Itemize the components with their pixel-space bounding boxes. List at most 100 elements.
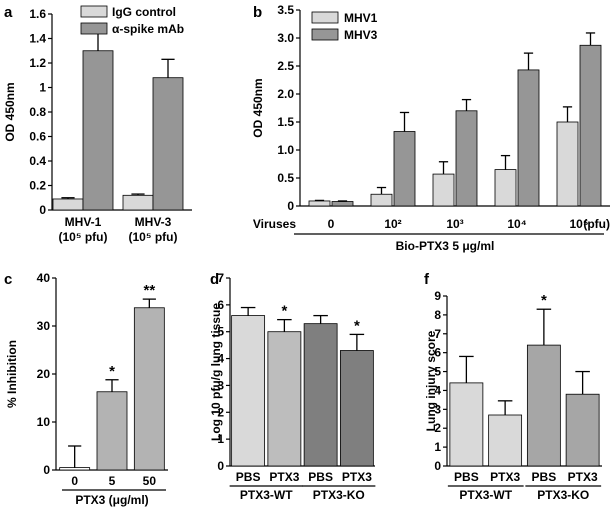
- panel-b-category-label: 10⁵: [570, 217, 589, 231]
- panel-d-bar: [303, 323, 338, 467]
- panel-d-category-label: PBS: [308, 470, 333, 484]
- panel-a-category-sublabel: (10⁵ pfu): [129, 230, 178, 244]
- panel-a-category-label: MHV-1: [65, 215, 102, 229]
- panel-d-letter: d: [210, 271, 219, 288]
- panel-f-group-label: PTX3-KO: [537, 488, 589, 502]
- panel-f-y-tick-label: 4: [434, 383, 441, 397]
- panel-a-y-tick-label: 1.6: [29, 7, 46, 21]
- panel-c-y-tick-label: 0: [43, 463, 50, 477]
- panel-b-bar: [556, 121, 579, 207]
- panel-f-group-label: PTX3-WT: [459, 488, 512, 502]
- panel-d-y-tick-label: 6: [217, 298, 224, 312]
- panel-f-category-label: PTX3: [490, 470, 520, 484]
- panel-d: d 0 1 2 3 4 5 6 7 Log 10 pfu/g lung tissue PBS PTX3…: [209, 271, 376, 502]
- panel-b-category-label: 10⁴: [507, 217, 526, 231]
- panel-c-significance-mark: *: [109, 363, 115, 380]
- panel-a-bar: [152, 77, 184, 211]
- panel-b-bar: [370, 193, 393, 207]
- panel-f-y-tick-label: 3: [434, 402, 441, 416]
- panel-b-bar: [455, 110, 478, 207]
- panel-c-category-label: 0: [71, 474, 78, 488]
- panel-b: b 0 0.5 1.0 1.5 2.0 2.5 3.0 3.5 OD 450nm 0 10² 10³ 10…: [251, 3, 610, 253]
- panel-b-y-tick-label: 0.5: [277, 171, 294, 185]
- panel-a-y-tick-label: 0.8: [29, 105, 46, 119]
- panel-f-y-tick-label: 5: [434, 365, 441, 379]
- panel-b-bar: [432, 173, 455, 207]
- panel-c-letter: c: [4, 271, 12, 288]
- panel-a-legend-swatch: [80, 22, 108, 35]
- panel-b-bar: [517, 69, 540, 207]
- panel-d-category-label: PBS: [236, 470, 261, 484]
- panel-a-y-tick-label: 1.4: [29, 32, 46, 46]
- panel-d-bar: [339, 350, 374, 467]
- panel-f-y-tick-label: 7: [434, 327, 441, 341]
- panel-b-legend-label: MHV3: [344, 28, 378, 42]
- panel-a-category-label: MHV-3: [135, 215, 172, 229]
- panel-d-group-label: PTX3-WT: [240, 488, 293, 502]
- panel-f-y-tick-label: 2: [434, 421, 441, 435]
- panel-a-y-tick-label: 1.2: [29, 56, 46, 70]
- panel-f-y-tick-label: 0: [434, 459, 441, 473]
- panel-b-legend-swatch: [311, 28, 339, 41]
- panel-a-y-tick-label: 0.4: [29, 154, 46, 168]
- panel-c-bar: [133, 307, 165, 471]
- panel-c-bar: [96, 391, 128, 471]
- panel-d-y-tick-label: 0: [217, 459, 224, 473]
- panel-d-y-tick-label: 7: [217, 271, 224, 285]
- panel-b-y-tick-label: 1.0: [277, 143, 294, 157]
- panel-c-significance-mark: **: [143, 282, 155, 299]
- panel-c-y-tick-label: 40: [37, 271, 51, 285]
- panel-c-y-tick-label: 10: [37, 415, 51, 429]
- panel-f-category-label: PBS: [454, 470, 479, 484]
- panel-a: a00.20.40.60.811.21.41.6OD 450nmMHV-1(10…: [3, 4, 192, 244]
- panel-b-bar: [393, 131, 416, 207]
- panel-f-y-tick-label: 6: [434, 346, 441, 360]
- panel-c: c 0 10 20 30 40 % Inhibition 0 5 * 50 ** PTX3 (μg/ml…: [4, 271, 168, 507]
- panel-c-y-tick-label: 20: [37, 367, 51, 381]
- panel-f-y-tick-label: 8: [434, 308, 441, 322]
- panel-d-bar: [267, 331, 302, 467]
- panel-f-category-label: PBS: [532, 470, 557, 484]
- panel-d-y-tick-label: 4: [217, 352, 224, 366]
- panel-d-category-label: PTX3: [269, 470, 299, 484]
- panel-a-y-tick-label: 1: [39, 81, 46, 95]
- panel-d-group-label: PTX3-KO: [313, 488, 365, 502]
- panel-f-significance-mark: *: [541, 292, 547, 309]
- panel-a-bar: [122, 194, 154, 211]
- panel-b-legend-label: MHV1: [344, 11, 378, 25]
- panel-c-category-label: 50: [143, 474, 157, 488]
- panel-b-row-label: Viruses: [253, 217, 296, 231]
- panel-c-bar: [59, 467, 91, 471]
- panel-a-bar: [52, 198, 84, 211]
- panel-b-x-axis-label: Bio-PTX3 5 μg/ml: [396, 239, 495, 253]
- panel-b-bar: [308, 200, 331, 207]
- panel-b-y-tick-label: 3.0: [277, 31, 294, 45]
- panel-c-category-label: 5: [109, 474, 116, 488]
- panel-b-category-label: 10²: [384, 217, 401, 231]
- panel-f-letter: f: [424, 271, 430, 288]
- panel-f-bar: [565, 393, 600, 467]
- panel-a-category-sublabel: (10⁵ pfu): [59, 230, 108, 244]
- panel-c-y-tick-label: 30: [37, 319, 51, 333]
- panel-d-category-label: PTX3: [342, 470, 372, 484]
- panel-c-x-axis-label: PTX3 (μg/ml): [75, 493, 148, 507]
- panel-b-y-tick-label: 0: [287, 199, 294, 213]
- panel-f-y-tick-label: 1: [434, 440, 441, 454]
- panel-b-category-label: 10³: [446, 217, 463, 231]
- panel-b-y-tick-label: 2.0: [277, 87, 294, 101]
- panel-a-legend-label: IgG control: [112, 5, 176, 19]
- panel-f-bar: [488, 414, 523, 467]
- panel-a-y-tick-label: 0.6: [29, 130, 46, 144]
- panel-b-unit-label: (pfu): [583, 217, 610, 231]
- panel-b-letter: b: [253, 4, 262, 21]
- panel-d-bar: [231, 315, 266, 467]
- panel-a-legend-swatch: [80, 5, 108, 18]
- panel-b-y-tick-label: 1.5: [277, 115, 294, 129]
- panel-a-bar: [82, 50, 114, 211]
- panel-b-bar: [331, 201, 354, 207]
- panel-a-y-tick-label: 0: [39, 203, 46, 217]
- panel-f-bar: [526, 344, 561, 467]
- panel-f-y-axis-label: Lung injury score: [424, 330, 438, 431]
- panel-d-y-axis-label: Log 10 pfu/g lung tissue: [209, 303, 223, 441]
- panel-b-bar: [494, 169, 517, 207]
